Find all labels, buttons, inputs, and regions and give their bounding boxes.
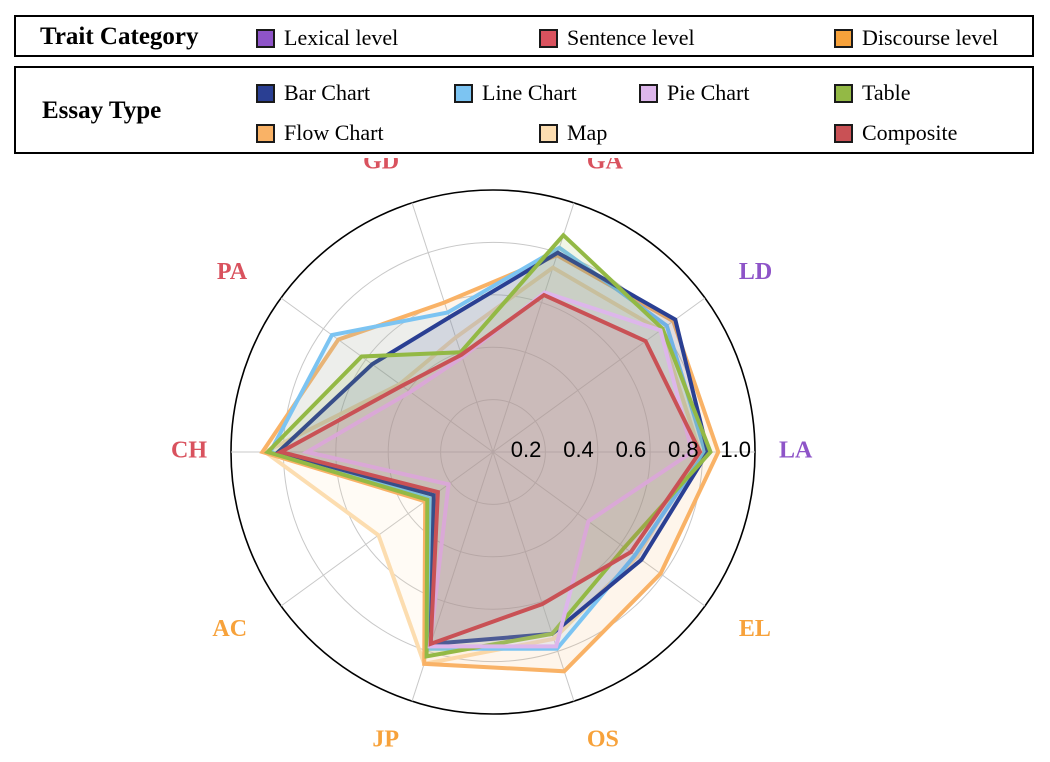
axis-label-pa: PA (217, 259, 248, 285)
discourse-level-swatch (834, 28, 853, 48)
radial-tick-label: 1.0 (720, 437, 751, 462)
sentence-level-swatch (539, 28, 558, 48)
radar-chart: 0.2 0.4 0.6 0.8 1.0 LA LD GA GD PA CH AC JP OS EL (171, 158, 813, 753)
radar-spoke (492, 451, 575, 702)
legend-label: Table (862, 80, 911, 105)
legend-label: Line Chart (482, 80, 577, 105)
legend-label: Pie Chart (667, 80, 750, 105)
essay-type-legend: Essay Type Bar Chart Line Chart Pie Char… (14, 66, 1034, 154)
trait-legend-title: Trait Category (40, 23, 199, 50)
lexical-level-swatch (256, 28, 275, 48)
legend-label: Composite (862, 120, 958, 145)
legend-item-pie-chart: Pie Chart (639, 80, 750, 106)
radar-spoke (492, 297, 706, 453)
table-swatch (834, 83, 853, 103)
axis-label-jp: JP (372, 727, 399, 753)
axis-label-ld: LD (739, 259, 772, 285)
axis-label-el: EL (739, 616, 771, 642)
radial-tick-label: 0.6 (616, 437, 647, 462)
axis-label-gd: GD (363, 158, 399, 174)
trait-category-legend: Trait Category Lexical level Sentence le… (14, 15, 1034, 57)
map-swatch (539, 123, 558, 143)
legend-item-sentence-level: Sentence level (539, 25, 695, 51)
series-composite (275, 292, 703, 647)
flow-chart-swatch (256, 123, 275, 143)
line-chart-swatch (454, 83, 473, 103)
radar-labels: 0.2 0.4 0.6 0.8 1.0 LA LD GA GD PA CH AC JP OS EL (171, 158, 813, 753)
radial-tick-label: 0.4 (563, 437, 594, 462)
axis-label-ac: AC (212, 616, 247, 642)
legend-label: Map (567, 120, 608, 145)
legend-label: Flow Chart (284, 120, 384, 145)
legend-label: Lexical level (284, 25, 399, 50)
radar-spoke (492, 202, 575, 453)
radial-tick-label: 0.8 (668, 437, 699, 462)
radar-spoke (280, 451, 494, 607)
series-pie-chart (301, 290, 695, 649)
axis-label-os: OS (587, 727, 619, 753)
radial-tick-label: 0.2 (511, 437, 542, 462)
legend-item-table: Table (834, 80, 911, 106)
legend-item-flow-chart: Flow Chart (256, 120, 384, 146)
legend-item-lexical-level: Lexical level (256, 25, 398, 51)
legend-item-line-chart: Line Chart (454, 80, 577, 106)
legend-item-map: Map (539, 120, 607, 146)
composite-swatch (834, 123, 853, 143)
legend-item-discourse-level: Discourse level (834, 25, 998, 51)
radar-spoke (492, 451, 706, 607)
type-legend-title: Essay Type (42, 97, 162, 124)
legend-item-composite: Composite (834, 120, 957, 146)
axis-label-la: LA (779, 438, 813, 464)
radar-spoke (280, 297, 494, 453)
series-table (263, 232, 713, 659)
legend-label: Sentence level (567, 25, 695, 50)
axis-label-ga: GA (587, 158, 624, 174)
pie-chart-swatch (639, 83, 658, 103)
bar-chart-swatch (256, 83, 275, 103)
axis-label-ch: CH (171, 438, 207, 464)
legend-label: Discourse level (862, 25, 999, 50)
legend-label: Bar Chart (284, 80, 371, 105)
radar-series (259, 232, 721, 674)
radar-spoke (411, 202, 494, 453)
legend-item-bar-chart: Bar Chart (256, 80, 370, 106)
